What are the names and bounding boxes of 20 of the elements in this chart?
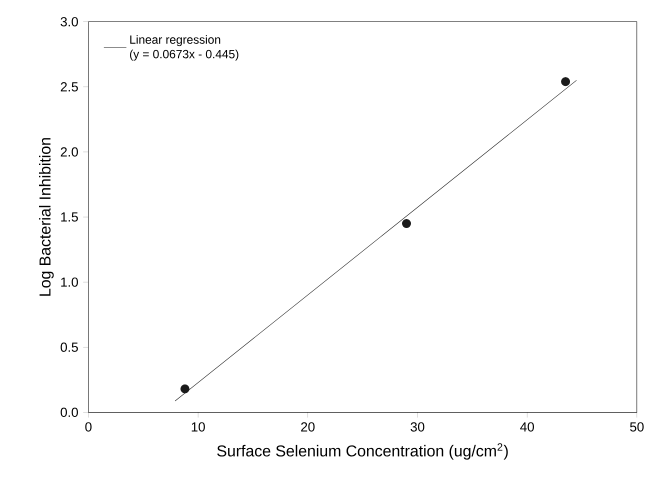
x-axis-title: Surface Selenium Concentration (ug/cm$^{2}$) bbox=[217, 443, 508, 460]
y-tick-label: 2.5 bbox=[60, 82, 78, 92]
point bbox=[180, 384, 190, 394]
point bbox=[402, 219, 411, 228]
x-tick-label: 40 bbox=[520, 422, 534, 432]
point bbox=[561, 77, 570, 86]
x-tick-label: 0 bbox=[85, 422, 92, 432]
y-tick-label: 1.5 bbox=[61, 212, 78, 222]
y-tick-label: 3.0 bbox=[60, 17, 78, 27]
y-axis-title: Log Bacterial Inhibition bbox=[39, 138, 54, 296]
y-tick-label: 1.0 bbox=[61, 278, 78, 288]
annotation: (y = 0.0673x - 0.445) bbox=[130, 50, 238, 61]
y-tick-label: 0.0 bbox=[60, 408, 78, 418]
legend-label: Linear regression bbox=[130, 35, 220, 46]
x-tick-label: 10 bbox=[192, 422, 205, 432]
x-tick-label: 50 bbox=[630, 422, 644, 432]
x-tick-label: 20 bbox=[301, 422, 315, 432]
y-tick-label: 2.0 bbox=[60, 147, 78, 157]
y-tick-label: 0.5 bbox=[60, 342, 78, 352]
x-tick-label: 30 bbox=[410, 422, 424, 432]
